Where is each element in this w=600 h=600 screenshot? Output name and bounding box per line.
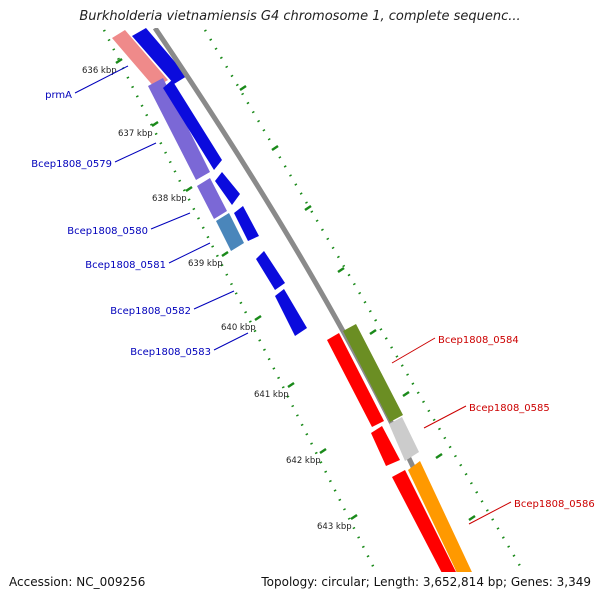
gene-leader-line xyxy=(193,290,235,310)
gene-leader-line xyxy=(150,212,191,230)
gene-leader-line xyxy=(213,332,249,351)
gene-arrow[interactable] xyxy=(234,206,259,241)
gene-arrow[interactable] xyxy=(392,470,470,600)
tick-layer: 636 kbp 637 kbp 638 kbp 639 kbp 640 kbp 641 k… xyxy=(82,29,525,599)
map-title: Burkholderia vietnamiensis G4 chromosome… xyxy=(79,9,521,24)
gene-arrow[interactable] xyxy=(371,426,400,466)
gene-label[interactable]: Bcep1808_0585 xyxy=(469,403,550,414)
tick-label: 642 kbp xyxy=(286,456,321,466)
tick-label: 639 kbp xyxy=(188,259,223,269)
gene-arrow[interactable] xyxy=(343,324,403,422)
forward-strand-track xyxy=(112,28,307,336)
tick-label: 643 kbp xyxy=(317,522,352,532)
tick-rail xyxy=(203,29,525,572)
tick-mark xyxy=(337,266,345,274)
gene-arrow[interactable] xyxy=(275,289,307,336)
gene-arrow[interactable] xyxy=(132,28,187,84)
tick-mark xyxy=(369,328,377,336)
gene-label[interactable]: Bcep1808_0586 xyxy=(514,499,595,510)
gene-leader-line xyxy=(468,501,512,525)
tick-label: 640 kbp xyxy=(221,323,256,333)
topology-text: Topology: circular; Length: 3,652,814 bp… xyxy=(261,575,591,589)
gene-arrow[interactable] xyxy=(112,30,168,88)
gene-arrow[interactable] xyxy=(215,172,240,205)
tick-label: 638 kbp xyxy=(152,194,187,204)
tick-mark xyxy=(115,57,123,65)
gene-label[interactable]: Bcep1808_0583 xyxy=(130,347,211,358)
tick-mark xyxy=(271,144,279,152)
tick-label: 644 kbp xyxy=(348,589,383,599)
gene-arrow[interactable] xyxy=(197,178,227,219)
reverse-strand-track xyxy=(327,324,485,600)
gene-leader-line xyxy=(168,242,211,264)
gene-arrow[interactable] xyxy=(256,251,285,290)
tick-label: 641 kbp xyxy=(254,390,289,400)
tick-mark xyxy=(402,390,410,398)
tick-mark xyxy=(350,513,358,521)
tick-mark xyxy=(185,185,193,193)
tick-mark xyxy=(435,452,443,460)
gene-leader-line xyxy=(114,142,157,163)
gene-arrow[interactable] xyxy=(327,333,384,427)
gene-arrow[interactable] xyxy=(163,80,222,170)
gene-label[interactable]: Bcep1808_0584 xyxy=(438,335,519,346)
tick-mark xyxy=(239,84,247,92)
gene-leader-line xyxy=(423,405,467,429)
tick-label: 636 kbp xyxy=(82,66,117,76)
accession-text: Accession: NC_009256 xyxy=(9,575,146,589)
tick-mark xyxy=(319,447,327,455)
tick-mark xyxy=(151,120,159,128)
gene-arrow[interactable] xyxy=(408,461,485,600)
gene-label[interactable]: Bcep1808_0579 xyxy=(31,159,112,170)
tick-mark xyxy=(254,314,262,322)
gene-arrow[interactable] xyxy=(389,417,419,461)
gene-leader-line xyxy=(391,337,436,364)
gene-arrow[interactable] xyxy=(216,213,244,251)
gene-label[interactable]: prmA xyxy=(45,90,72,101)
gene-label[interactable]: Bcep1808_0582 xyxy=(110,306,191,317)
tick-mark xyxy=(304,204,312,212)
tick-mark xyxy=(468,514,476,522)
gene-label[interactable]: Bcep1808_0581 xyxy=(85,260,166,271)
gene-label-layer: prmA Bcep1808_0579 Bcep1808_0580 Bcep1808_0… xyxy=(31,65,595,525)
gene-arrow[interactable] xyxy=(148,78,210,180)
tick-mark xyxy=(221,250,229,258)
tick-mark xyxy=(287,381,295,389)
gene-leader-line xyxy=(74,65,129,94)
tick-label: 637 kbp xyxy=(118,129,153,139)
gene-label[interactable]: Bcep1808_0580 xyxy=(67,226,148,237)
